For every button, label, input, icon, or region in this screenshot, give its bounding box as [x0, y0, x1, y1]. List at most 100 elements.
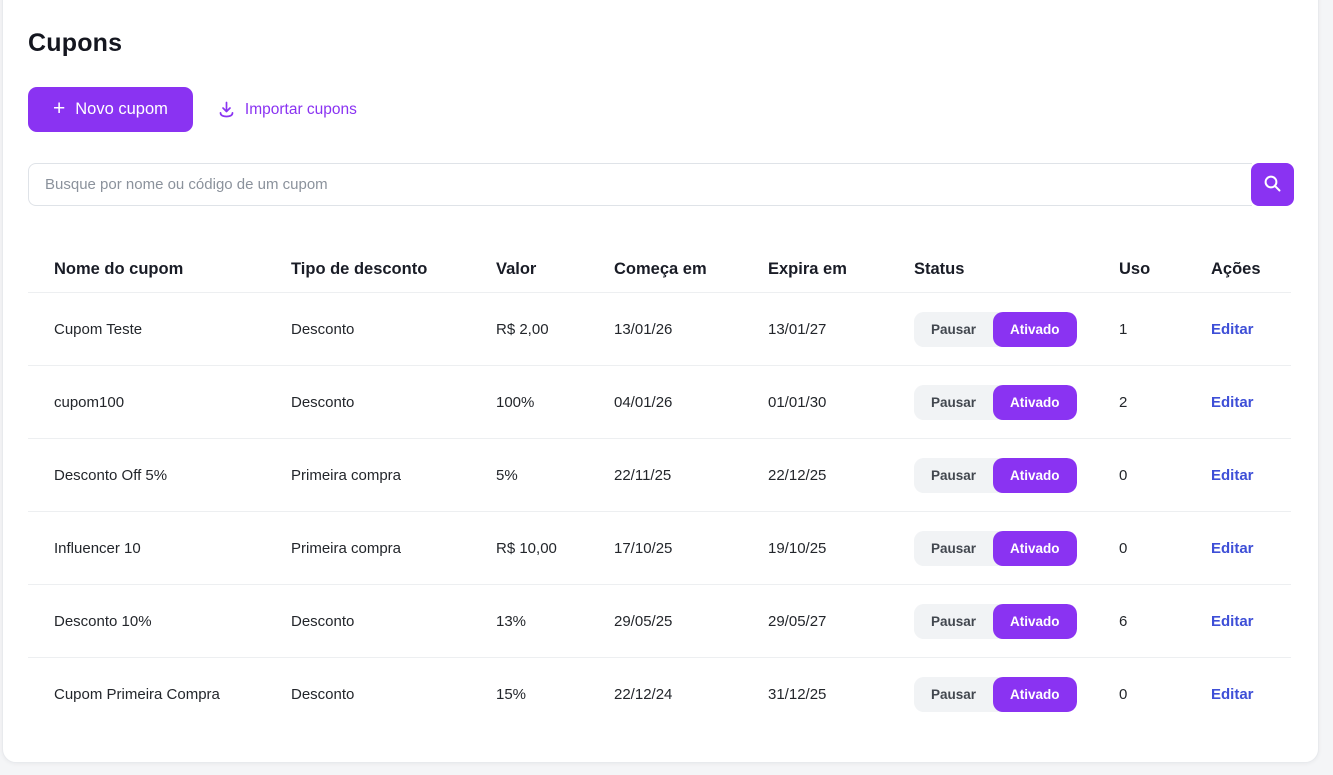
- coupon-name: Desconto Off 5%: [54, 466, 168, 484]
- col-header-status: Status: [914, 259, 965, 278]
- table-row: Desconto 10% Desconto 13% 29/05/25 29/05…: [28, 585, 1291, 658]
- coupon-type: Primeira compra: [291, 539, 402, 557]
- pause-button[interactable]: Pausar: [914, 311, 994, 347]
- active-button[interactable]: Ativado: [993, 603, 1077, 639]
- col-header-actions: Ações: [1211, 259, 1261, 278]
- coupon-type: Desconto: [291, 612, 355, 630]
- actions-cell: Editar: [1211, 394, 1265, 411]
- pause-button[interactable]: Pausar: [914, 384, 994, 420]
- toolbar: + Novo cupom Importar cupons: [28, 87, 1291, 132]
- usage-count: 6: [1119, 612, 1128, 630]
- table-row: Desconto Off 5% Primeira compra 5% 22/11…: [28, 439, 1291, 512]
- table-header-row: Nome do cupom Tipo de desconto Valor Com…: [28, 246, 1291, 293]
- coupons-table: Nome do cupom Tipo de desconto Valor Com…: [28, 246, 1291, 731]
- coupon-type: Desconto: [291, 686, 355, 703]
- coupon-start-date: 22/12/24: [614, 686, 673, 703]
- search-bar: [28, 163, 1294, 206]
- coupon-end-date: 01/01/30: [768, 393, 827, 411]
- coupon-end-date: 13/01/27: [768, 320, 827, 338]
- status-cell: Pausar Ativado: [914, 530, 1119, 566]
- pause-button[interactable]: Pausar: [914, 677, 994, 712]
- status-toggle: Pausar Ativado: [914, 530, 1077, 566]
- active-button[interactable]: Ativado: [993, 457, 1077, 493]
- actions-cell: Editar: [1211, 613, 1265, 630]
- new-coupon-button[interactable]: + Novo cupom: [28, 87, 193, 132]
- search-button[interactable]: [1251, 163, 1294, 206]
- coupon-name: Influencer 10: [54, 539, 141, 557]
- status-cell: Pausar Ativado: [914, 603, 1119, 639]
- actions-cell: Editar: [1211, 540, 1265, 557]
- col-header-start: Começa em: [614, 259, 707, 278]
- coupon-value: 100%: [496, 393, 535, 411]
- usage-count: 0: [1119, 686, 1128, 703]
- col-header-name: Nome do cupom: [54, 259, 184, 278]
- edit-link[interactable]: Editar: [1211, 320, 1254, 338]
- usage-count: 1: [1119, 320, 1128, 338]
- status-toggle: Pausar Ativado: [914, 384, 1077, 420]
- col-header-end: Expira em: [768, 259, 847, 278]
- coupon-start-date: 29/05/25: [614, 612, 673, 630]
- active-button[interactable]: Ativado: [993, 384, 1077, 420]
- plus-icon: +: [53, 97, 66, 120]
- edit-link[interactable]: Editar: [1211, 393, 1254, 411]
- edit-link[interactable]: Editar: [1211, 612, 1254, 630]
- col-header-value: Valor: [496, 259, 537, 278]
- active-button[interactable]: Ativado: [993, 530, 1077, 566]
- status-toggle: Pausar Ativado: [914, 603, 1077, 639]
- search-icon: [1262, 173, 1283, 197]
- coupon-name: Desconto 10%: [54, 612, 152, 630]
- col-header-uses: Uso: [1119, 259, 1151, 278]
- coupon-value: 13%: [496, 612, 527, 630]
- coupon-end-date: 22/12/25: [768, 466, 827, 484]
- pause-button[interactable]: Pausar: [914, 530, 994, 566]
- coupon-start-date: 17/10/25: [614, 539, 673, 557]
- coupon-name: Cupom Primeira Compra: [54, 686, 220, 703]
- download-icon: [217, 100, 236, 119]
- coupon-value: 5%: [496, 466, 518, 484]
- coupon-start-date: 04/01/26: [614, 393, 673, 411]
- status-toggle: Pausar Ativado: [914, 677, 1077, 712]
- table-row: Influencer 10 Primeira compra R$ 10,00 1…: [28, 512, 1291, 585]
- status-cell: Pausar Ativado: [914, 311, 1119, 347]
- active-button[interactable]: Ativado: [993, 677, 1077, 712]
- coupons-panel: Cupons + Novo cupom Importar cupons: [2, 0, 1319, 763]
- coupon-start-date: 22/11/25: [614, 466, 672, 484]
- table-row: Cupom Primeira Compra Desconto 15% 22/12…: [28, 658, 1291, 731]
- table-row: Cupom Teste Desconto R$ 2,00 13/01/26 13…: [28, 293, 1291, 366]
- usage-count: 0: [1119, 539, 1128, 557]
- coupon-start-date: 13/01/26: [614, 320, 673, 338]
- edit-link[interactable]: Editar: [1211, 466, 1254, 484]
- status-toggle: Pausar Ativado: [914, 457, 1077, 493]
- new-coupon-button-label: Novo cupom: [75, 100, 168, 118]
- coupon-value: 15%: [496, 686, 527, 703]
- table-row: cupom100 Desconto 100% 04/01/26 01/01/30…: [28, 366, 1291, 439]
- page-title: Cupons: [28, 29, 123, 57]
- table-body: Cupom Teste Desconto R$ 2,00 13/01/26 13…: [28, 293, 1291, 731]
- col-header-type: Tipo de desconto: [291, 259, 428, 278]
- coupon-type: Desconto: [291, 320, 355, 338]
- coupon-name: Cupom Teste: [54, 320, 143, 338]
- coupon-name: cupom100: [54, 393, 125, 411]
- actions-cell: Editar: [1211, 467, 1265, 484]
- edit-link[interactable]: Editar: [1211, 539, 1254, 557]
- coupon-end-date: 31/12/25: [768, 686, 827, 703]
- status-cell: Pausar Ativado: [914, 457, 1119, 493]
- status-toggle: Pausar Ativado: [914, 311, 1077, 347]
- coupon-value: R$ 2,00: [496, 320, 549, 338]
- coupon-type: Desconto: [291, 393, 355, 411]
- coupon-value: R$ 10,00: [496, 539, 557, 557]
- usage-count: 0: [1119, 466, 1128, 484]
- coupon-type: Primeira compra: [291, 466, 402, 484]
- active-button[interactable]: Ativado: [993, 311, 1077, 347]
- pause-button[interactable]: Pausar: [914, 457, 994, 493]
- edit-link[interactable]: Editar: [1211, 686, 1254, 703]
- status-cell: Pausar Ativado: [914, 384, 1119, 420]
- usage-count: 2: [1119, 393, 1128, 411]
- import-coupons-link[interactable]: Importar cupons: [217, 100, 357, 119]
- pause-button[interactable]: Pausar: [914, 603, 994, 639]
- coupon-end-date: 19/10/25: [768, 539, 827, 557]
- search-input[interactable]: [28, 163, 1252, 206]
- actions-cell: Editar: [1211, 686, 1265, 703]
- coupon-end-date: 29/05/27: [768, 612, 827, 630]
- status-cell: Pausar Ativado: [914, 677, 1119, 712]
